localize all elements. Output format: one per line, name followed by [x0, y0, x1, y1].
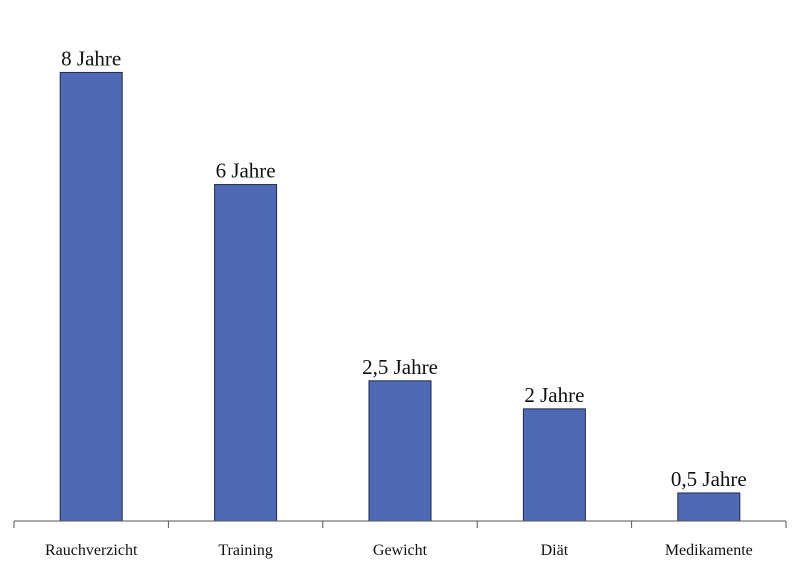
bar-4 [522, 408, 586, 522]
x-tick-label-4: Diät [541, 542, 569, 559]
data-label-2: 6 Jahre [216, 159, 276, 183]
data-label-4: 2 Jahre [524, 383, 584, 407]
x-axis [13, 520, 787, 528]
data-label-5: 0,5 Jahre [671, 467, 747, 491]
bar-2 [214, 184, 278, 522]
bars-layer [59, 71, 741, 522]
x-tick-label-3: Gewicht [373, 542, 428, 559]
x-tick-labels-layer: Rauchverzicht Training Gewicht Diät Medikame… [45, 542, 753, 559]
bar-3 [368, 380, 432, 522]
x-tick-label-1: Rauchverzicht [45, 542, 138, 559]
bar-5 [677, 492, 741, 522]
data-labels-layer: 8 Jahre 6 Jahre 2,5 Jahre 2 Jahre 0,5 Jahre [61, 46, 747, 491]
x-tick-label-5: Medikamente [665, 542, 753, 559]
data-label-1: 8 Jahre [61, 46, 121, 70]
data-label-3: 2,5 Jahre [362, 355, 438, 379]
x-tick-label-2: Training [218, 542, 273, 559]
bar-1 [59, 71, 123, 522]
